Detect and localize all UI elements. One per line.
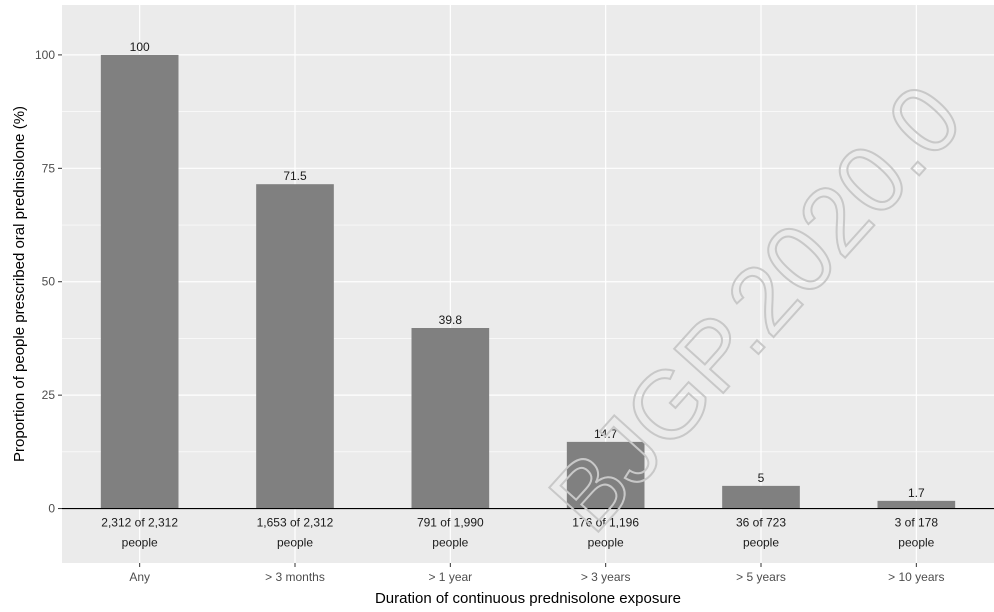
value-label-3: 14.7 xyxy=(594,427,618,441)
x-tick-label: > 3 months xyxy=(265,570,325,584)
value-label-1: 71.5 xyxy=(283,169,307,183)
x-axis-ticks: Any > 3 months > 1 year > 3 years > 5 years >… xyxy=(129,563,945,584)
count-labels-group: 2,312 of 2,312 people 1,653 of 2,312 people… xyxy=(101,516,938,550)
plot-panel xyxy=(62,5,994,563)
y-tick-label: 50 xyxy=(42,275,56,289)
value-label-2: 39.8 xyxy=(439,313,463,327)
y-tick-label: 100 xyxy=(35,48,55,62)
count-label-4-0: 36 of 723 xyxy=(736,516,786,530)
count-label-3-1: people xyxy=(588,536,624,550)
count-label-1-0: 1,653 of 2,312 xyxy=(257,516,334,530)
count-label-2-0: 791 of 1,990 xyxy=(417,516,484,530)
y-axis-title: Proportion of people prescribed oral pre… xyxy=(11,106,28,462)
y-tick-label: 75 xyxy=(42,161,56,175)
count-label-0-0: 2,312 of 2,312 xyxy=(101,516,178,530)
count-label-5-0: 3 of 178 xyxy=(895,516,939,530)
y-axis-ticks: 0 25 50 75 100 xyxy=(35,48,62,516)
bar-0 xyxy=(100,54,179,509)
value-labels-group: 100 71.5 39.8 14.7 5 1.7 xyxy=(130,40,925,500)
count-label-0-1: people xyxy=(122,536,158,550)
count-label-4-1: people xyxy=(743,536,779,550)
x-axis-title: Duration of continuous prednisolone expo… xyxy=(375,590,681,607)
bar-5 xyxy=(877,500,956,509)
count-label-3-0: 176 of 1,196 xyxy=(572,516,639,530)
y-tick-label: 0 xyxy=(48,502,55,516)
value-label-0: 100 xyxy=(130,40,150,54)
bar-4 xyxy=(722,485,800,509)
count-label-5-1: people xyxy=(898,536,934,550)
bar-1 xyxy=(256,184,334,509)
x-tick-label: > 3 years xyxy=(581,570,631,584)
x-tick-label: > 5 years xyxy=(736,570,786,584)
count-label-1-1: people xyxy=(277,536,313,550)
bar-3 xyxy=(566,441,645,509)
count-label-2-1: people xyxy=(432,536,468,550)
value-label-5: 1.7 xyxy=(908,486,925,500)
x-tick-label: > 10 years xyxy=(888,570,944,584)
bars-group xyxy=(100,54,956,509)
bar-2 xyxy=(411,328,490,509)
x-tick-label: Any xyxy=(129,570,150,584)
x-tick-label: > 1 year xyxy=(428,570,472,584)
y-tick-label: 25 xyxy=(42,388,56,402)
value-label-4: 5 xyxy=(758,471,765,485)
